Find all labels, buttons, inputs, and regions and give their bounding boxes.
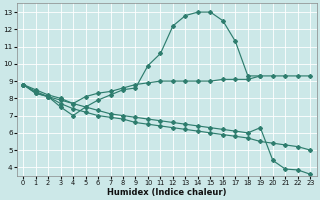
X-axis label: Humidex (Indice chaleur): Humidex (Indice chaleur) — [107, 188, 227, 197]
